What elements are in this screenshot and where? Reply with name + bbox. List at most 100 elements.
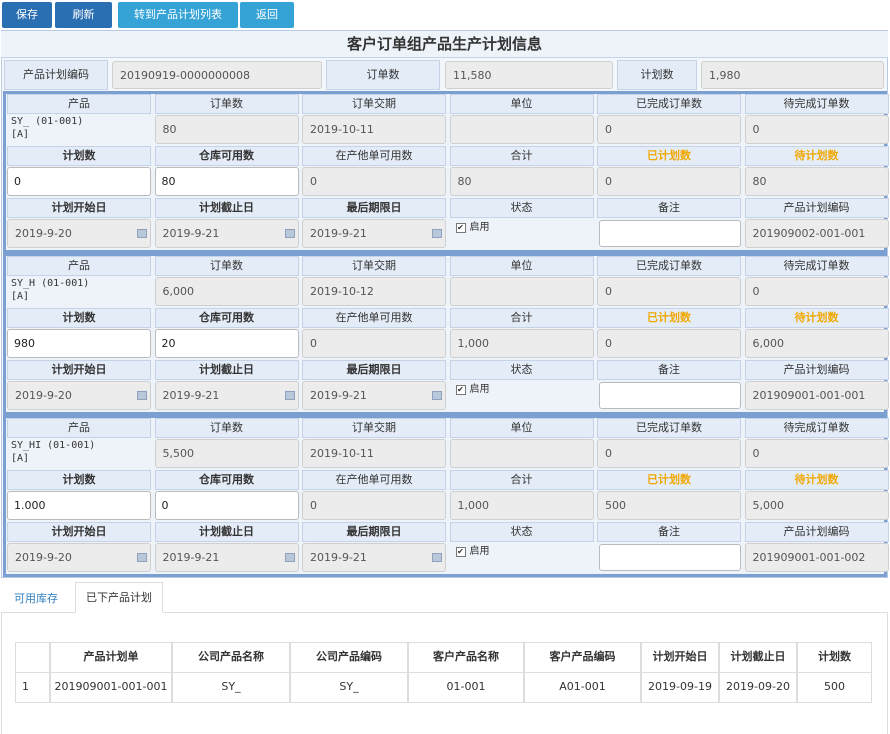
field-label: 产品计划编码 <box>744 360 889 380</box>
field-label: 已计划数 <box>597 308 741 328</box>
product-name: SY_H (01-001) [A] <box>11 278 90 302</box>
field-label: 待完成订单数 <box>744 94 889 114</box>
field-input[interactable] <box>599 544 741 571</box>
field-value: 2019-9-21 <box>154 381 299 410</box>
calendar-icon[interactable] <box>284 553 295 562</box>
field-value: 1,000 <box>449 329 594 358</box>
field-input[interactable] <box>599 382 741 409</box>
field-label: 已完成订单数 <box>597 418 741 438</box>
field-input[interactable]: 1.000 <box>7 491 151 520</box>
tab[interactable]: 可用库存 <box>14 592 58 605</box>
field-value: 500 <box>597 491 741 520</box>
tab[interactable]: 已下产品计划 <box>75 582 163 613</box>
field-input[interactable]: 0 <box>7 167 151 196</box>
field-label: 备注 <box>597 198 741 218</box>
field-label: 最后期限日 <box>302 522 446 542</box>
field-label: 合计 <box>449 308 594 328</box>
field-label: 合计 <box>449 146 594 166</box>
field-label: 计划数 <box>7 308 151 328</box>
toolbar-button[interactable]: 转到产品计划列表 <box>118 2 238 28</box>
field-label: 计划数 <box>7 146 151 166</box>
field-label: 待计划数 <box>744 146 889 166</box>
table-frame <box>1 613 888 734</box>
summary-label: 产品计划编码 <box>4 60 108 90</box>
field-input[interactable]: 80 <box>154 167 299 196</box>
field-value: 6,000 <box>154 277 299 306</box>
field-value: 201909001-001-002 <box>744 543 889 572</box>
table-cell: 2019-09-19 <box>641 672 719 703</box>
field-input[interactable]: 0 <box>154 491 299 520</box>
toolbar-button[interactable]: 刷新 <box>55 2 112 28</box>
field-label: 订单交期 <box>302 418 446 438</box>
field-value: 2019-9-21 <box>154 543 299 572</box>
field-label: 待计划数 <box>744 308 889 328</box>
field-value: 5,000 <box>744 491 889 520</box>
summary-value: 1,980 <box>701 61 884 89</box>
field-label: 计划截止日 <box>154 198 299 218</box>
field-label: 合计 <box>449 470 594 490</box>
field-label: 产品计划编码 <box>744 522 889 542</box>
field-value: 2019-10-11 <box>302 115 446 144</box>
table-cell: SY_ <box>290 672 408 703</box>
table-cell: 500 <box>797 672 872 703</box>
toolbar-button[interactable]: 返回 <box>240 2 294 28</box>
calendar-icon[interactable] <box>284 391 295 400</box>
product-name: SY_ (01-001) [A] <box>11 116 84 140</box>
field-value: 0 <box>744 277 889 306</box>
status-text: 启用 <box>469 384 490 395</box>
calendar-icon[interactable] <box>137 391 147 400</box>
field-label: 待完成订单数 <box>744 418 889 438</box>
field-label: 状态 <box>449 198 594 218</box>
field-label: 待完成订单数 <box>744 256 889 276</box>
checkbox[interactable]: ✔ <box>455 547 466 557</box>
field-value: 2019-9-21 <box>302 381 446 410</box>
field-input[interactable] <box>599 220 741 247</box>
field-label: 已完成订单数 <box>597 256 741 276</box>
field-value: 201909002-001-001 <box>744 219 889 248</box>
field-value: 0 <box>597 167 741 196</box>
field-input[interactable]: 980 <box>7 329 151 358</box>
summary-label: 订单数 <box>326 60 440 90</box>
field-label: 备注 <box>597 360 741 380</box>
table-cell: 201909001-001-001 <box>50 672 172 703</box>
calendar-icon[interactable] <box>137 229 147 238</box>
field-label: 单位 <box>449 418 594 438</box>
field-label: 产品 <box>7 94 151 114</box>
toolbar-button[interactable]: 保存 <box>2 2 52 28</box>
field-value: 6,000 <box>744 329 889 358</box>
calendar-icon[interactable] <box>432 229 442 238</box>
field-value: 201909001-001-001 <box>744 381 889 410</box>
checkbox[interactable]: ✔ <box>455 385 466 395</box>
field-label: 最后期限日 <box>302 360 446 380</box>
field-label: 状态 <box>449 360 594 380</box>
summary-value: 20190919-0000000008 <box>112 61 322 89</box>
tab-bar-line <box>1 612 888 613</box>
field-label: 订单交期 <box>302 256 446 276</box>
field-value: 0 <box>302 167 446 196</box>
field-label: 产品 <box>7 256 151 276</box>
field-label: 计划截止日 <box>154 360 299 380</box>
calendar-icon[interactable] <box>432 553 442 562</box>
field-label: 订单数 <box>154 256 299 276</box>
checkbox[interactable]: ✔ <box>455 223 466 233</box>
field-input[interactable]: 20 <box>154 329 299 358</box>
field-label: 在产他单可用数 <box>302 470 446 490</box>
field-label: 计划开始日 <box>7 360 151 380</box>
field-value: 2019-9-21 <box>302 543 446 572</box>
calendar-icon[interactable] <box>432 391 442 400</box>
field-value: 80 <box>744 167 889 196</box>
field-label: 最后期限日 <box>302 198 446 218</box>
field-value: 80 <box>449 167 594 196</box>
field-label: 订单交期 <box>302 94 446 114</box>
field-value: 1,000 <box>449 491 594 520</box>
field-label: 在产他单可用数 <box>302 308 446 328</box>
form-title: 客户订单组产品生产计划信息 <box>1 31 888 58</box>
field-label: 产品计划编码 <box>744 198 889 218</box>
calendar-icon[interactable] <box>284 229 295 238</box>
calendar-icon[interactable] <box>137 553 147 562</box>
summary-value: 11,580 <box>445 61 613 89</box>
field-label: 产品 <box>7 418 151 438</box>
field-label: 单位 <box>449 94 594 114</box>
field-label: 计划截止日 <box>154 522 299 542</box>
